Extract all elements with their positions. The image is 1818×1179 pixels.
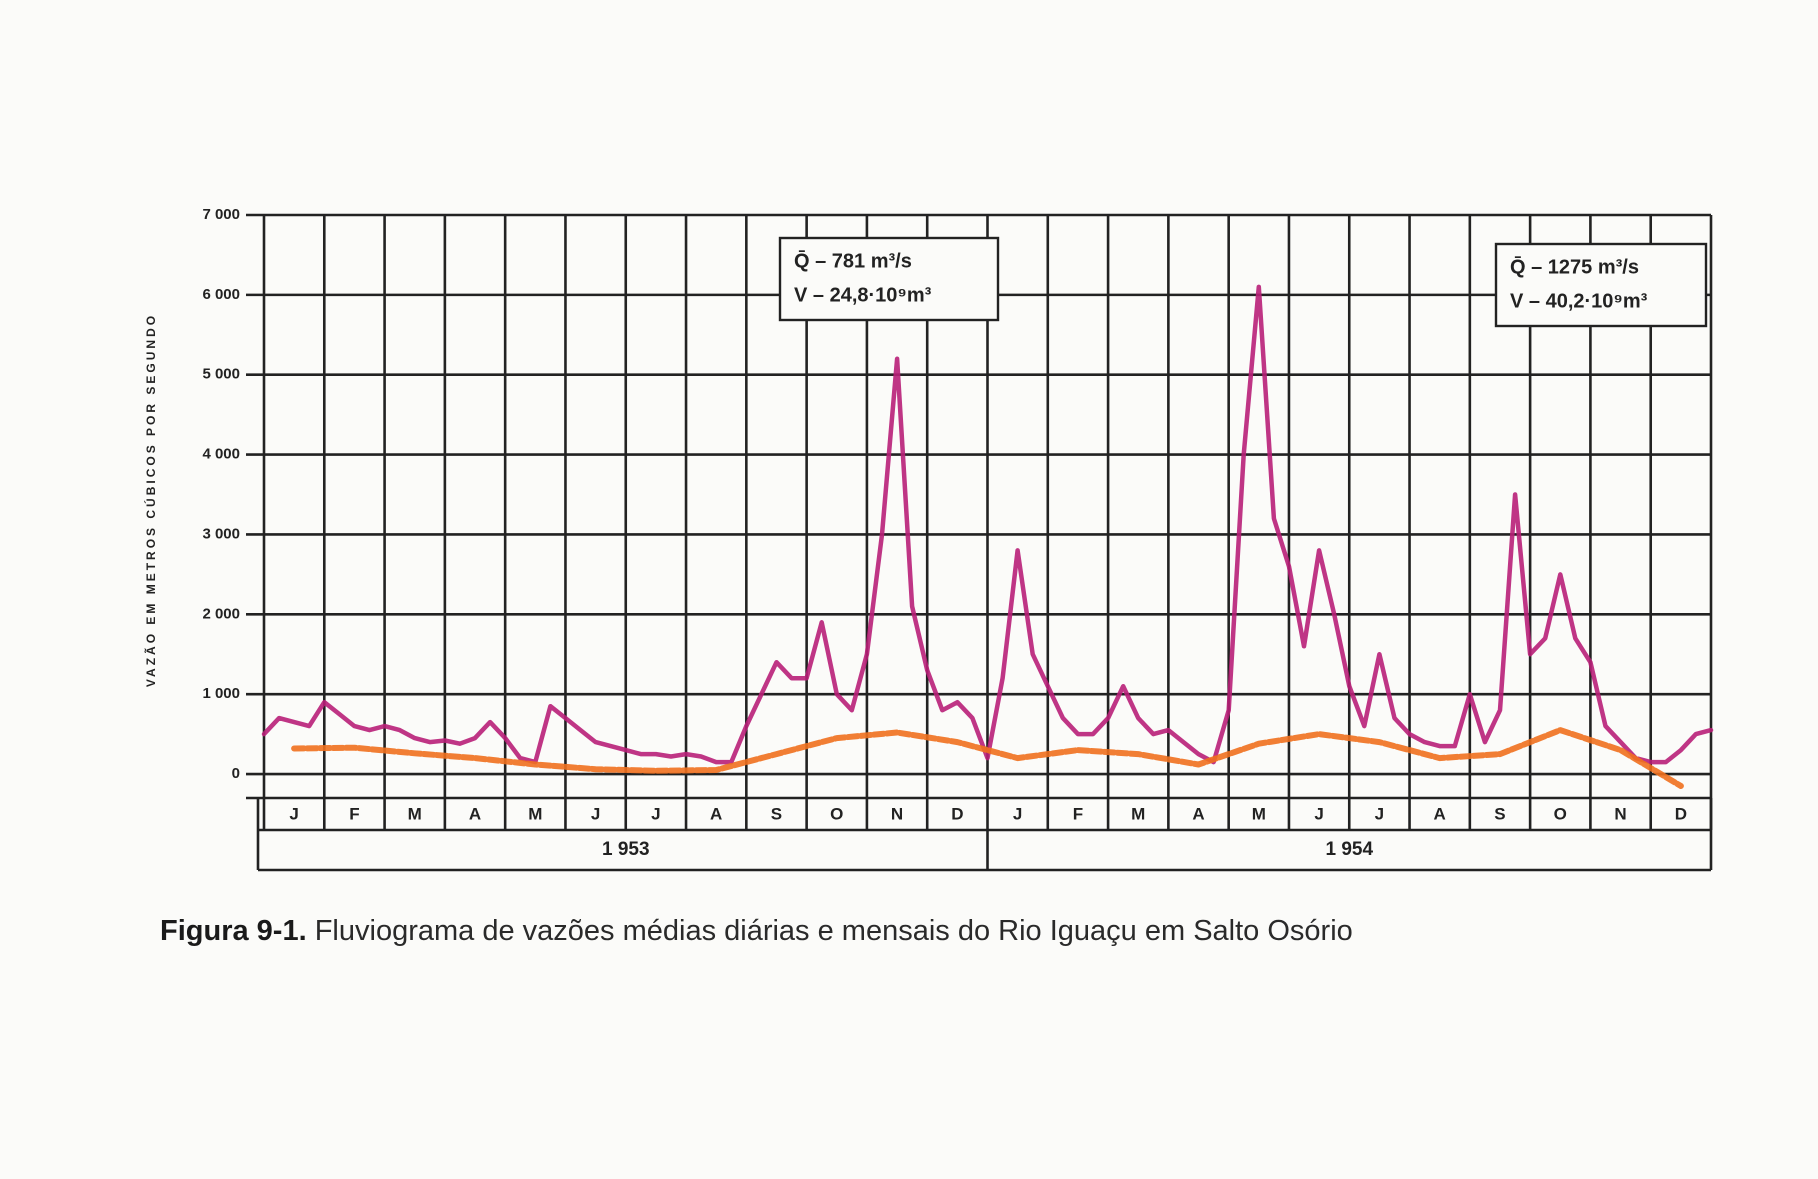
- x-tick-label: M: [408, 804, 422, 823]
- x-tick-label: A: [710, 804, 722, 823]
- x-tick-label: J: [1314, 804, 1323, 823]
- chart: 0 1 000 2 000 3 000 4 000 5 000 6 000 7 000 J F M A…: [143, 206, 1714, 872]
- caption-label: Figura 9-1.: [160, 915, 307, 947]
- y-tick-label: 5 000: [202, 366, 240, 383]
- caption: Figura 9-1. Fluviograma de vazões médias…: [160, 912, 1700, 950]
- y-tick-label: 2 000: [202, 605, 240, 622]
- x-tick-label: F: [1073, 804, 1083, 823]
- x-tick-label: J: [289, 804, 298, 823]
- x-tick-label: N: [1614, 804, 1626, 823]
- annotation: V – 40,2·10⁹m³: [1510, 290, 1648, 312]
- caption-text: Fluviograma de vazões médias diárias e m…: [314, 915, 1353, 947]
- x-tick-label: O: [1554, 804, 1567, 823]
- x-tick-label: J: [651, 804, 660, 823]
- x-tick-label: A: [1192, 804, 1204, 823]
- y-axis-label: VAZÃO EM METROS CÚBICOS POR SEGUNDO: [143, 313, 158, 687]
- y-tick-label: 6 000: [202, 286, 240, 303]
- x-tick-label: A: [1434, 804, 1446, 823]
- x-tick-label: J: [1013, 804, 1022, 823]
- year-label: 1 954: [1325, 839, 1373, 860]
- y-tick-label: 7 000: [202, 206, 240, 223]
- x-tick-label: N: [891, 804, 903, 823]
- annotation-box: [778, 236, 1000, 322]
- series-line: [291, 727, 1684, 789]
- y-tick-label: 3 000: [202, 525, 240, 542]
- annotation-box: [1494, 242, 1708, 328]
- x-tick-label: J: [1375, 804, 1384, 823]
- annotation: Q̄ – 781 m³/s: [794, 250, 912, 272]
- x-tick-label: D: [1675, 804, 1687, 823]
- y-tick-label: 4 000: [202, 446, 240, 463]
- series-line: [261, 284, 1714, 765]
- x-tick-label: M: [1252, 804, 1266, 823]
- x-tick-label: M: [1131, 804, 1145, 823]
- annotation: Q̄ – 1275 m³/s: [1510, 256, 1639, 278]
- x-tick-label: D: [951, 804, 963, 823]
- x-tick-label: J: [591, 804, 600, 823]
- x-tick-label: S: [1494, 804, 1505, 823]
- x-tick-label: M: [528, 804, 542, 823]
- x-tick-label: O: [830, 804, 843, 823]
- y-tick-label: 1 000: [202, 685, 240, 702]
- year-label: 1 953: [602, 839, 650, 860]
- x-tick-label: S: [771, 804, 782, 823]
- x-tick-label: F: [349, 804, 359, 823]
- x-tick-label: A: [469, 804, 481, 823]
- annotation: V – 24,8·10⁹m³: [794, 284, 932, 306]
- y-tick-label: 0: [232, 765, 240, 782]
